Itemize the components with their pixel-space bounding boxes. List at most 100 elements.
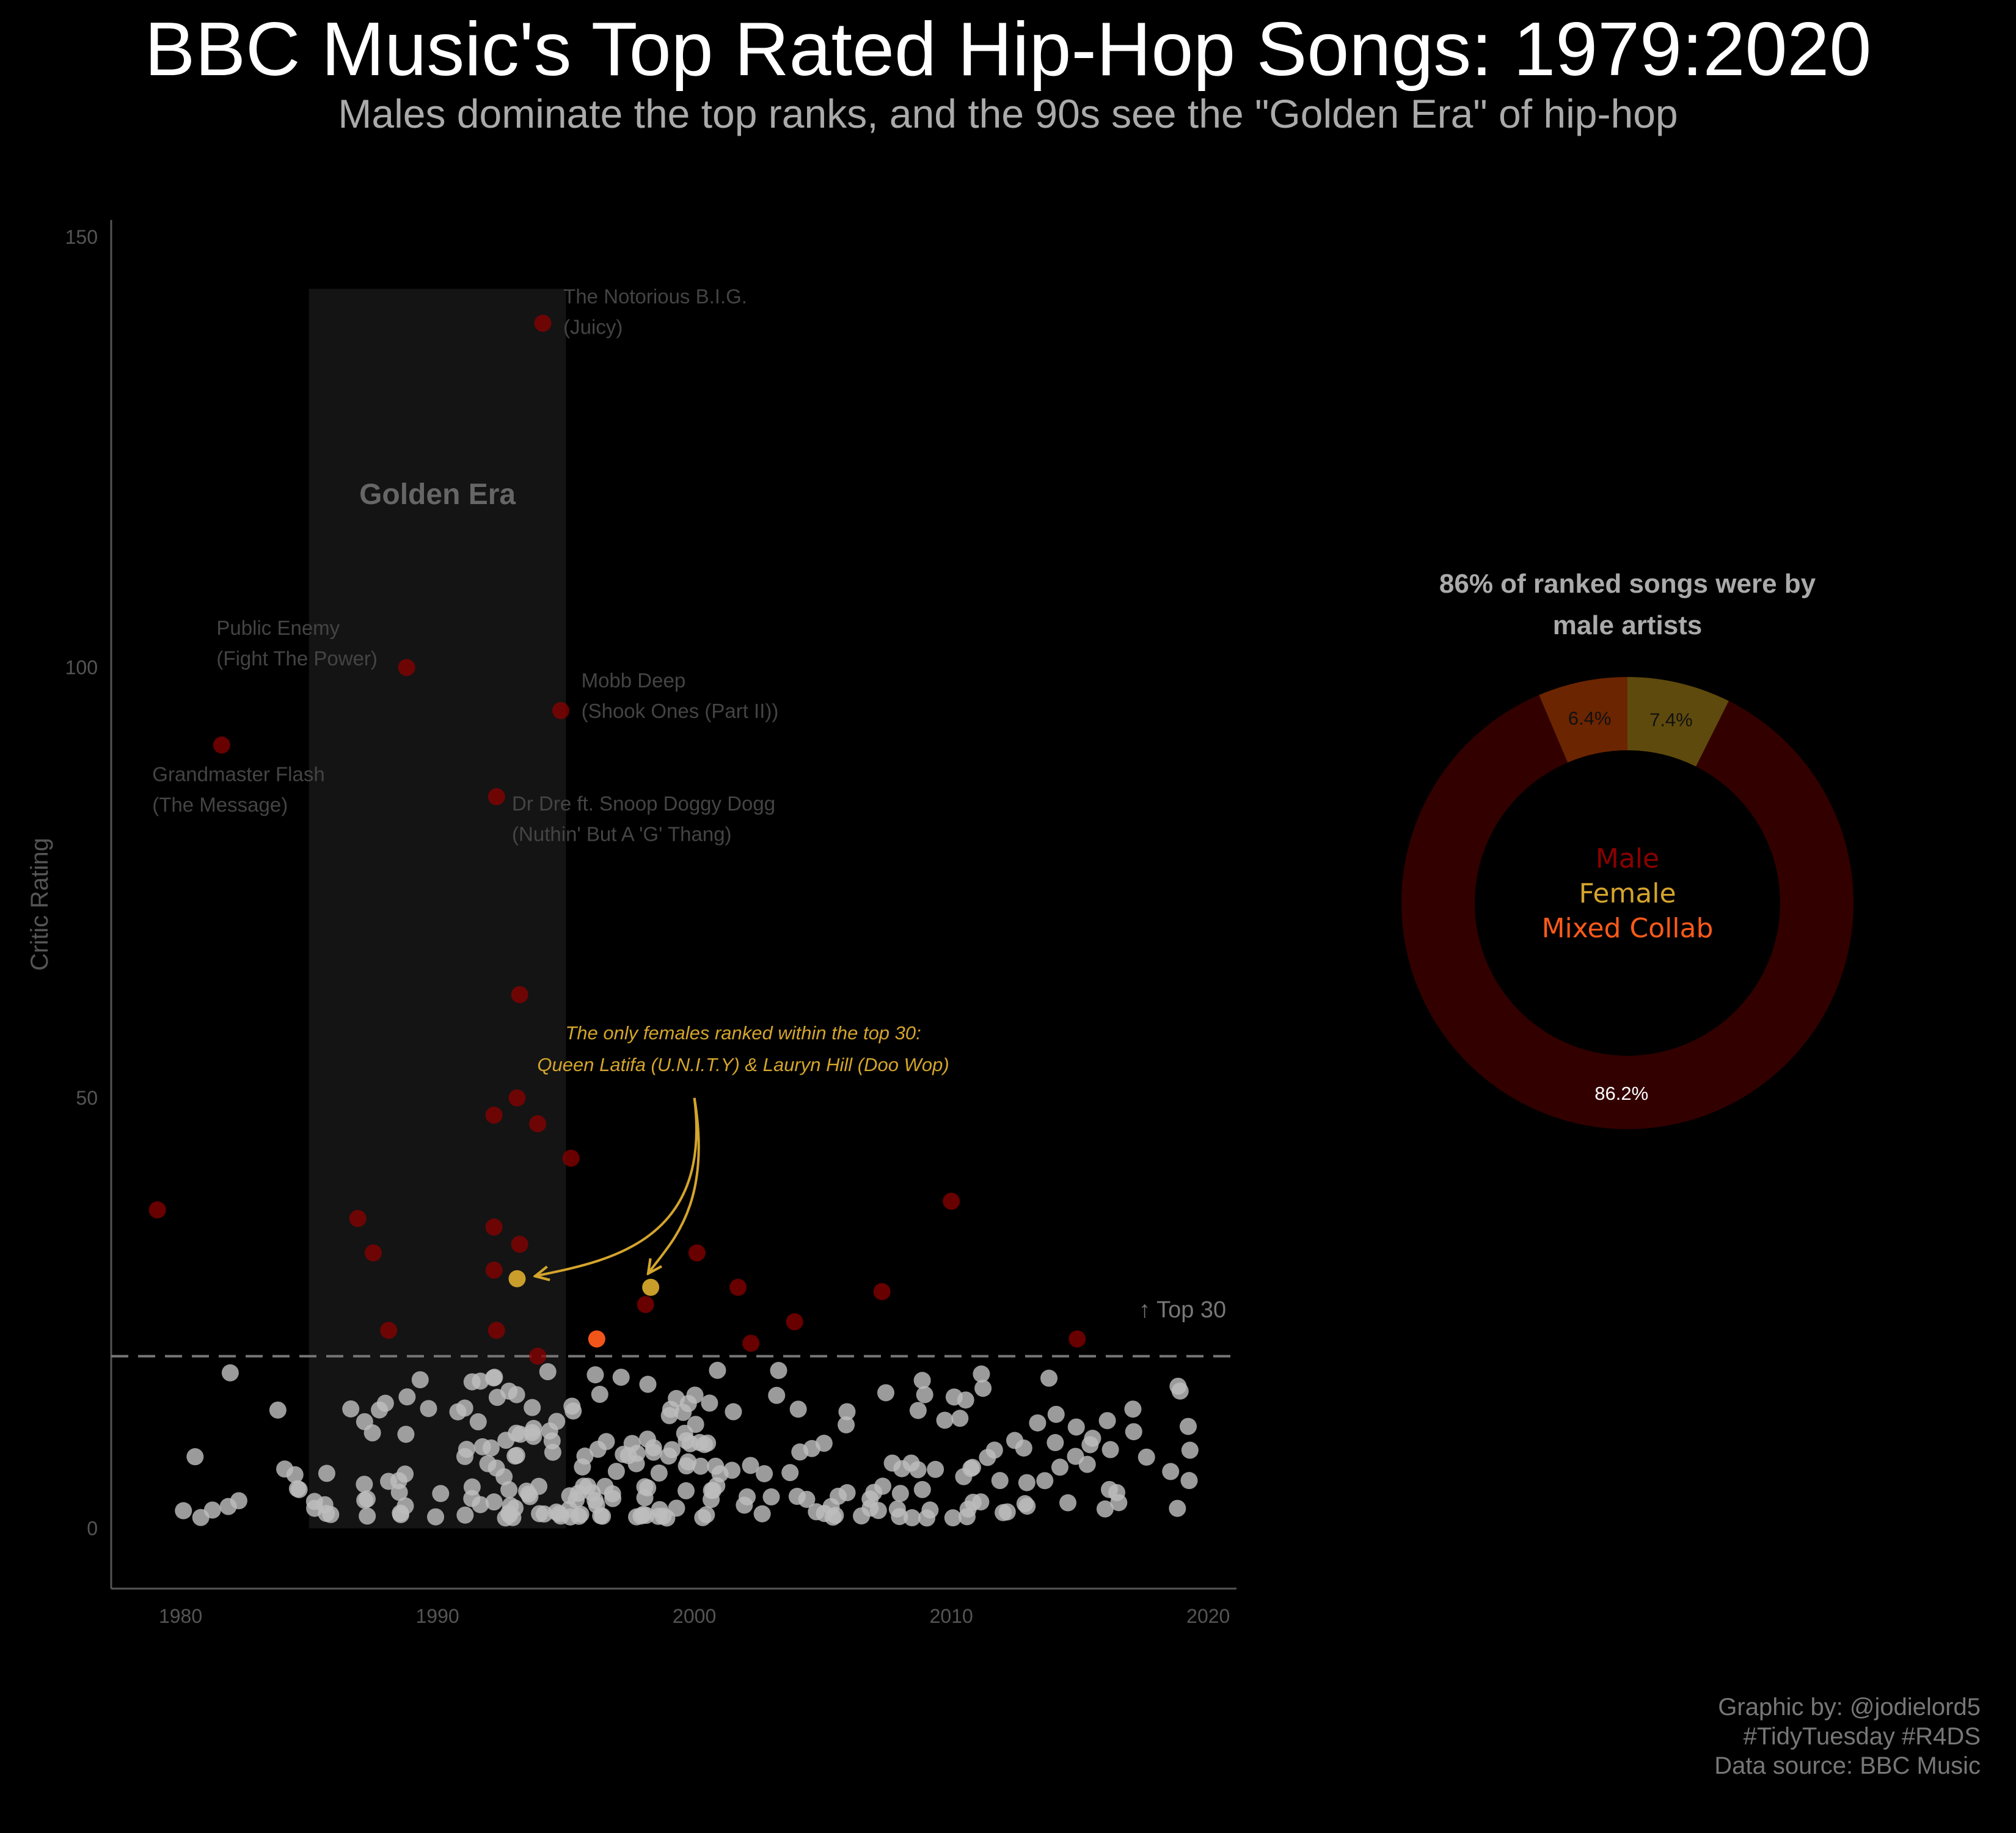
unranked-song-point	[411, 1371, 429, 1389]
ranked-song-point	[529, 1115, 547, 1133]
donut-slice-label: 86.2%	[1594, 1083, 1648, 1104]
female-note: The only females ranked within the top 3…	[537, 1022, 949, 1075]
song-annotation-line: The Notorious B.I.G.	[563, 285, 747, 308]
ranked-song-point	[364, 1244, 382, 1262]
unranked-song-point	[1036, 1472, 1054, 1490]
unranked-song-point	[725, 1403, 742, 1421]
unranked-song-point	[696, 1436, 714, 1454]
unranked-song-point	[575, 1477, 593, 1495]
ranked-song-point	[562, 1149, 580, 1167]
unranked-song-point	[893, 1460, 911, 1477]
unranked-song-point	[963, 1458, 981, 1476]
unranked-song-point	[951, 1410, 969, 1427]
golden-era-label: Golden Era	[359, 478, 516, 511]
song-annotation-line: (Juicy)	[563, 316, 623, 338]
unranked-song-point	[995, 1504, 1012, 1521]
unranked-song-point	[371, 1401, 389, 1419]
unranked-song-point	[186, 1448, 204, 1466]
unranked-song-point	[1171, 1382, 1189, 1400]
caption-line: Graphic by: @jodielord5	[1718, 1694, 1981, 1721]
unranked-song-point	[523, 1424, 541, 1441]
unranked-song-point	[497, 1432, 515, 1449]
song-annotation: Public Enemy (Fight The Power)	[216, 616, 377, 670]
unranked-song-point	[544, 1443, 561, 1461]
unranked-song-point	[427, 1508, 445, 1526]
unranked-song-point	[1124, 1400, 1142, 1418]
unranked-song-point	[753, 1505, 771, 1523]
unranked-song-point	[432, 1485, 450, 1502]
donut-title-line: 86% of ranked songs were by	[1439, 569, 1816, 599]
unranked-song-point	[756, 1465, 773, 1482]
unranked-song-point	[359, 1507, 376, 1525]
top-30-label: ↑ Top 30	[1139, 1297, 1226, 1323]
unranked-song-point	[1006, 1432, 1024, 1449]
unranked-song-point	[322, 1506, 340, 1523]
ranked-song-point	[742, 1334, 760, 1352]
unranked-song-point	[974, 1380, 992, 1397]
unranked-song-point	[504, 1509, 522, 1526]
unranked-song-point	[1047, 1405, 1065, 1423]
ranked-song-point	[485, 1218, 503, 1236]
unranked-song-point	[495, 1468, 513, 1485]
donut-title: 86% of ranked songs were by male artists	[1439, 569, 1816, 640]
unranked-song-point	[964, 1493, 982, 1511]
unranked-song-point	[650, 1464, 668, 1482]
unranked-song-point	[318, 1465, 335, 1482]
unranked-song-point	[500, 1481, 518, 1499]
unranked-song-point	[903, 1509, 921, 1527]
ranked-song-point	[588, 1330, 605, 1348]
unranked-song-point	[703, 1482, 720, 1499]
unranked-song-point	[891, 1485, 909, 1502]
unranked-song-point	[619, 1447, 637, 1465]
song-annotation: Mobb Deep (Shook Ones (Part II))	[582, 669, 779, 722]
ranked-song-point	[485, 1261, 503, 1279]
unranked-song-point	[687, 1416, 704, 1433]
unranked-song-point	[838, 1416, 855, 1433]
unranked-song-point	[639, 1375, 657, 1393]
song-annotation-line: Grandmaster Flash	[152, 763, 324, 786]
unranked-song-point	[944, 1509, 962, 1527]
unranked-song-point	[597, 1433, 615, 1451]
unranked-song-point	[1018, 1498, 1036, 1515]
unranked-song-point	[1067, 1418, 1085, 1436]
female-note-line: Queen Latifa (U.N.I.T.Y) & Lauryn Hill (…	[537, 1054, 949, 1075]
ranked-song-point	[943, 1193, 960, 1210]
ranked-song-point	[637, 1296, 654, 1314]
unranked-song-point	[221, 1364, 239, 1381]
donut-legend-entry: Mixed Collab	[1542, 913, 1714, 944]
unranked-song-point	[663, 1441, 681, 1458]
donut-slice	[1627, 677, 1729, 767]
unranked-song-point	[985, 1441, 1003, 1459]
unranked-song-point	[909, 1461, 927, 1479]
unranked-song-point	[1018, 1474, 1035, 1491]
unranked-song-point	[1110, 1494, 1128, 1512]
unranked-song-point	[604, 1490, 622, 1507]
unranked-song-point	[219, 1498, 237, 1515]
unranked-song-point	[707, 1457, 725, 1475]
donut-legend-entry: Male	[1596, 843, 1659, 874]
caption-line: #TidyTuesday #R4DS	[1743, 1723, 1981, 1750]
unranked-song-point	[397, 1425, 415, 1443]
unranked-song-point	[539, 1363, 557, 1381]
ranked-song-point	[380, 1322, 398, 1339]
x-tick-label: 2020	[1186, 1605, 1230, 1627]
ranked-song-point	[729, 1278, 747, 1296]
unranked-song-point	[1180, 1472, 1198, 1490]
unranked-song-point	[1138, 1448, 1155, 1466]
ranked-song-point	[642, 1278, 660, 1296]
unranked-song-point	[485, 1493, 503, 1511]
unranked-song-point	[1169, 1499, 1186, 1517]
song-annotation: Dr Dre ft. Snoop Doggy Dogg (Nuthin' But …	[512, 792, 775, 845]
unranked-song-point	[456, 1506, 474, 1524]
unranked-song-point	[1051, 1458, 1068, 1476]
unranked-song-point	[1100, 1480, 1118, 1498]
song-annotation-line: Mobb Deep	[582, 669, 686, 692]
y-tick-label: 50	[76, 1087, 98, 1109]
unranked-song-point	[276, 1460, 294, 1478]
ranked-song-point	[688, 1244, 706, 1262]
unranked-song-point	[1098, 1412, 1116, 1430]
unranked-song-point	[768, 1386, 786, 1404]
chart-subtitle: Males dominate the top ranks, and the 90…	[338, 91, 1678, 136]
x-tick-label: 1990	[416, 1605, 459, 1627]
song-annotation-line: (Nuthin' But A 'G' Thang)	[512, 822, 732, 845]
